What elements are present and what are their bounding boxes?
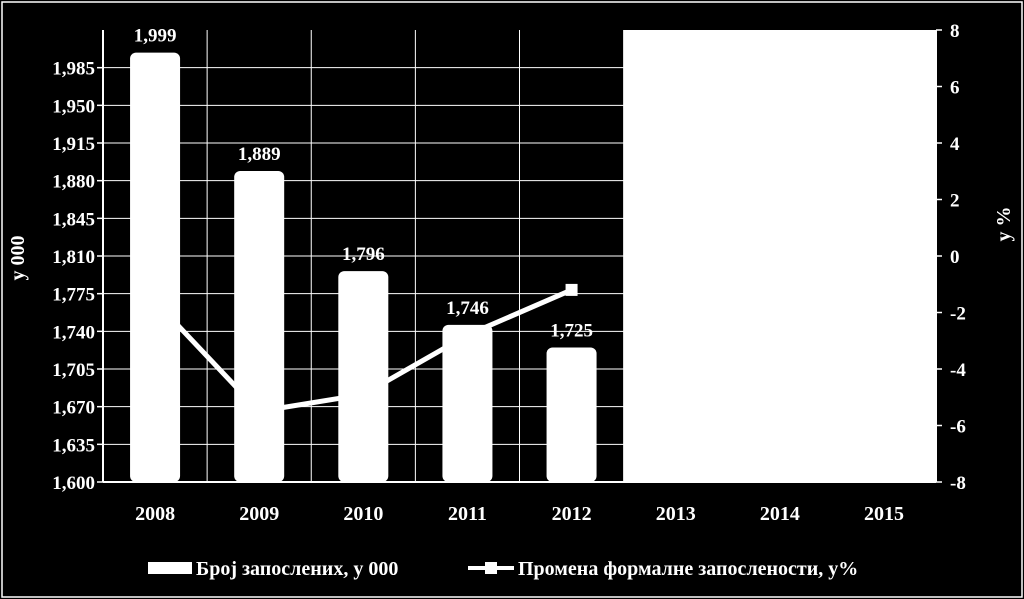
bar — [442, 324, 493, 482]
y2-tick-label: 0 — [950, 247, 960, 268]
y-tick-label: 1,775 — [52, 285, 95, 306]
legend-bar-label: Број запослених, у 000 — [196, 558, 398, 580]
y-tick-label: 1,600 — [52, 473, 95, 494]
y2-tick-label: -8 — [950, 473, 966, 494]
y-tick-label: 1,740 — [52, 322, 95, 343]
labels-layer: 1,600 1,635 1,670 1,705 1,740 1,775 1,810 1,845… — [52, 21, 966, 525]
legend-line-marker — [485, 562, 497, 574]
legend-bar-swatch — [148, 562, 192, 574]
x-tick-label: 2012 — [552, 503, 592, 525]
legend: Број запослених, у 000 Промена формалне … — [148, 558, 858, 580]
y-tick-label: 1,950 — [52, 96, 95, 117]
axes-layer — [97, 29, 942, 483]
x-tick-label: 2008 — [135, 503, 175, 525]
bar — [546, 347, 597, 482]
line-point — [565, 283, 578, 296]
line-point — [149, 295, 162, 308]
y-axis-title: у 000 — [7, 236, 29, 281]
x-tick-label: 2010 — [343, 503, 383, 525]
bars-layer — [130, 52, 597, 482]
line-point — [253, 405, 266, 418]
y2-tick-label: 6 — [950, 78, 960, 99]
y2-tick-label: 8 — [950, 21, 960, 42]
y-tick-label: 1,705 — [52, 360, 95, 381]
y-tick-label: 1,810 — [52, 247, 95, 268]
forecast-area — [623, 30, 936, 482]
y2-tick-label: 4 — [950, 134, 960, 155]
y-tick-label: 1,635 — [52, 435, 95, 456]
bar-data-label: 1,999 — [134, 26, 177, 47]
bar-data-label: 1,796 — [342, 244, 385, 265]
y2-tick-label: -6 — [950, 417, 966, 438]
bar — [234, 170, 285, 482]
y-tick-label: 1,985 — [52, 59, 95, 80]
x-tick-label: 2014 — [760, 503, 800, 525]
x-tick-label: 2013 — [656, 503, 696, 525]
line-point — [461, 329, 474, 342]
y2-axis-title: у % — [993, 207, 1015, 242]
x-tick-label: 2011 — [448, 503, 487, 525]
bar — [130, 52, 181, 482]
line-layer — [149, 283, 578, 418]
y-tick-label: 1,670 — [52, 398, 95, 419]
y-tick-label: 1,915 — [52, 134, 95, 155]
bar-data-label: 1,746 — [446, 298, 489, 319]
legend-line-label: Промена формалне запослености, у% — [518, 558, 858, 580]
y2-tick-label: 2 — [950, 191, 960, 212]
x-tick-label: 2015 — [864, 503, 904, 525]
bar-data-label: 1,889 — [238, 144, 281, 165]
line-point — [357, 388, 370, 401]
bar — [338, 271, 389, 482]
forecast-layer — [623, 30, 936, 482]
y2-tick-label: -4 — [950, 360, 966, 381]
x-tick-label: 2009 — [239, 503, 279, 525]
y-tick-label: 1,845 — [52, 209, 95, 230]
bar-data-label: 1,725 — [550, 320, 593, 341]
y-tick-label: 1,880 — [52, 172, 95, 193]
y2-tick-label: -2 — [950, 304, 966, 325]
